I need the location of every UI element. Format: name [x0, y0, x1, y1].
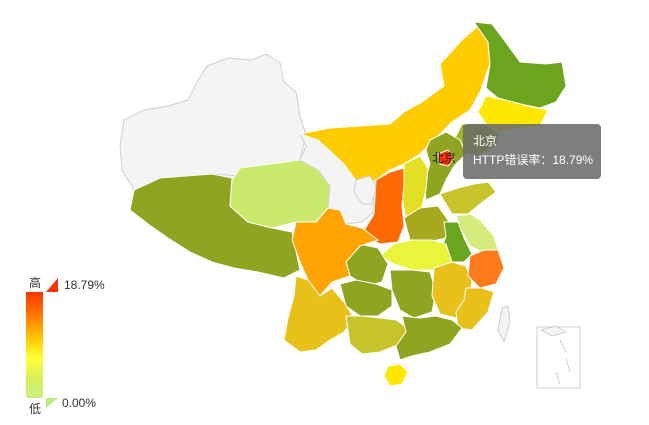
beijing-map-label: 北京 [432, 151, 457, 165]
region-hunan[interactable] [389, 269, 437, 319]
region-tibet[interactable] [129, 173, 301, 279]
nine-dash-line-1 [559, 339, 567, 353]
region-ningxia[interactable] [353, 175, 377, 205]
region-guangdong[interactable] [395, 315, 463, 361]
tooltip-value: 18.79% [552, 153, 594, 167]
south-sea-islands [539, 325, 568, 337]
region-guizhou[interactable] [339, 279, 393, 317]
legend-gradient-bar[interactable] [26, 292, 43, 398]
region-taiwan[interactable] [497, 305, 511, 343]
legend-max-value: 18.79% [64, 278, 105, 292]
region-beijing[interactable] [437, 149, 455, 167]
region-qinghai[interactable] [229, 159, 331, 229]
region-shandong[interactable] [439, 181, 497, 215]
legend-min-value: 0.00% [62, 396, 97, 410]
region-zhejiang[interactable] [467, 249, 505, 289]
tooltip-metric-row: HTTP错误率：18.79% [473, 151, 601, 170]
region-fujian[interactable] [455, 287, 495, 331]
tooltip-metric-label: HTTP错误率： [473, 153, 553, 167]
visual-map-legend: 高 18.79% 0.00% 低 [22, 272, 132, 422]
legend-min-handle[interactable] [46, 398, 58, 408]
region-anhui[interactable] [441, 221, 473, 263]
legend-low-label: 低 [29, 402, 42, 416]
region-xinjiang[interactable] [119, 53, 307, 191]
region-hebei[interactable] [423, 131, 467, 201]
region-shaanxi[interactable] [361, 167, 405, 245]
legend-max-handle[interactable] [46, 278, 58, 292]
region-sichuan[interactable] [291, 207, 379, 297]
region-heilongjiang[interactable] [473, 21, 567, 109]
region-yunnan[interactable] [283, 275, 355, 353]
nine-dash-line-2 [565, 357, 571, 373]
nine-dash-line-3 [555, 371, 561, 385]
tooltip-title: 北京 [473, 134, 498, 148]
region-hainan[interactable] [383, 363, 409, 387]
legend-high-label: 高 [29, 276, 42, 290]
south-sea-inset [536, 326, 581, 389]
tooltip: 北京 HTTP错误率：18.79% [463, 124, 601, 179]
